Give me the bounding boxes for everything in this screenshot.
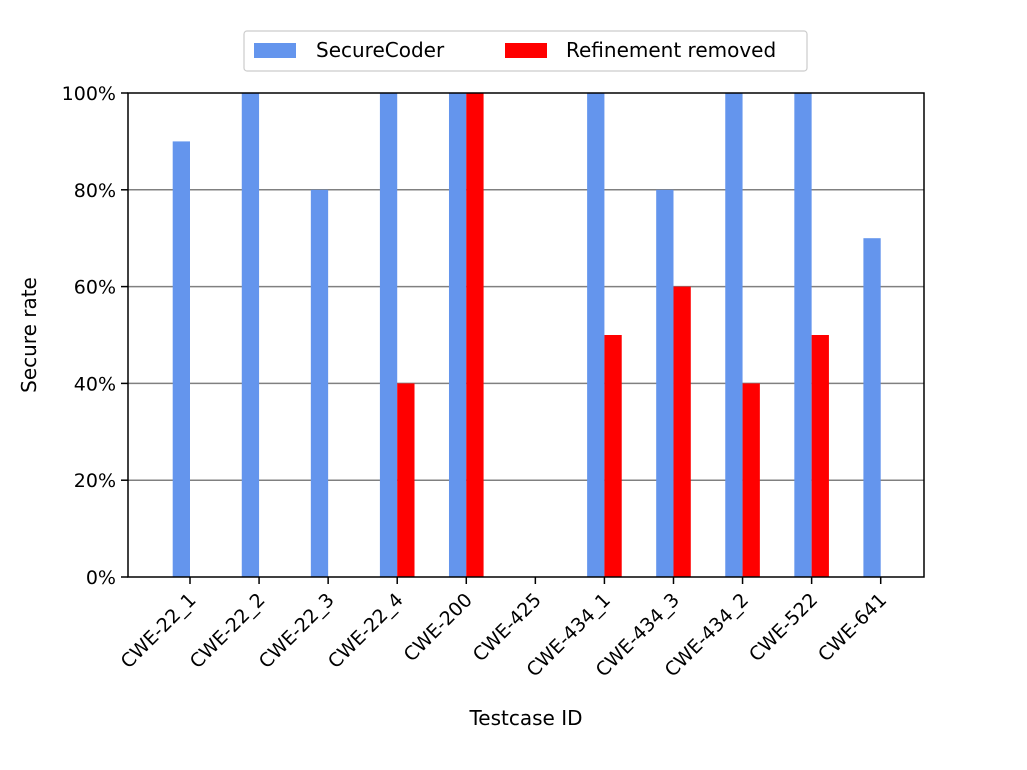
bar-securecoder-cwe-22-3 [310,189,329,578]
plot-frame [127,92,925,578]
bar-refinement-removed-cwe-434-2 [742,383,760,577]
x-axis: CWE-22_1CWE-22_2CWE-22_3CWE-22_4CWE-200C… [117,577,891,681]
legend-label-securecoder: SecureCoder [316,38,445,62]
bar-securecoder-cwe-641 [863,238,881,577]
bar-securecoder-cwe-22-2 [241,93,260,577]
y-tick-label-20: 20% [74,470,116,492]
bar-securecoder-cwe-22-1 [172,141,190,577]
y-tick-label-80: 80% [74,180,116,202]
legend: SecureCoder Refinement removed [243,30,808,72]
bar-refinement-removed-cwe-200 [466,93,484,577]
y-tick-label-60: 60% [74,277,116,299]
bar-securecoder-cwe-434-1 [587,93,605,577]
y-axis-label: Secure rate [17,277,41,393]
bar-securecoder-cwe-434-2 [725,93,743,577]
bar-securecoder-cwe-434-3 [656,189,674,578]
x-axis-label: Testcase ID [468,706,582,730]
bar-refinement-removed-cwe-22-4 [397,383,415,577]
x-tick-label-cwe-641: CWE-641 [814,589,891,666]
y-axis: 0% 20% 40% 60% 80% 100% [62,83,128,589]
x-tick-label-cwe-22-4: CWE-22_4 [324,589,408,673]
y-tick-label-0: 0% [86,567,116,589]
bar-refinement-removed-cwe-434-3 [673,286,691,577]
bar-securecoder-cwe-200 [448,93,467,577]
x-tick-label-cwe-200: CWE-200 [400,589,477,666]
y-tick-label-100: 100% [62,83,116,105]
bar-refinement-removed-cwe-434-1 [604,335,622,577]
bar-refinement-removed-cwe-522 [811,335,829,577]
bar-securecoder-cwe-22-4 [379,93,398,577]
bars [172,93,881,578]
grid-lines [128,189,924,481]
x-tick-label-cwe-522: CWE-522 [745,589,822,666]
bar-securecoder-cwe-522 [794,93,812,577]
legend-swatch-refinement-removed [505,43,547,58]
y-tick-label-40: 40% [74,373,116,395]
legend-label-refinement-removed: Refinement removed [566,38,776,62]
legend-swatch-securecoder [254,43,296,58]
